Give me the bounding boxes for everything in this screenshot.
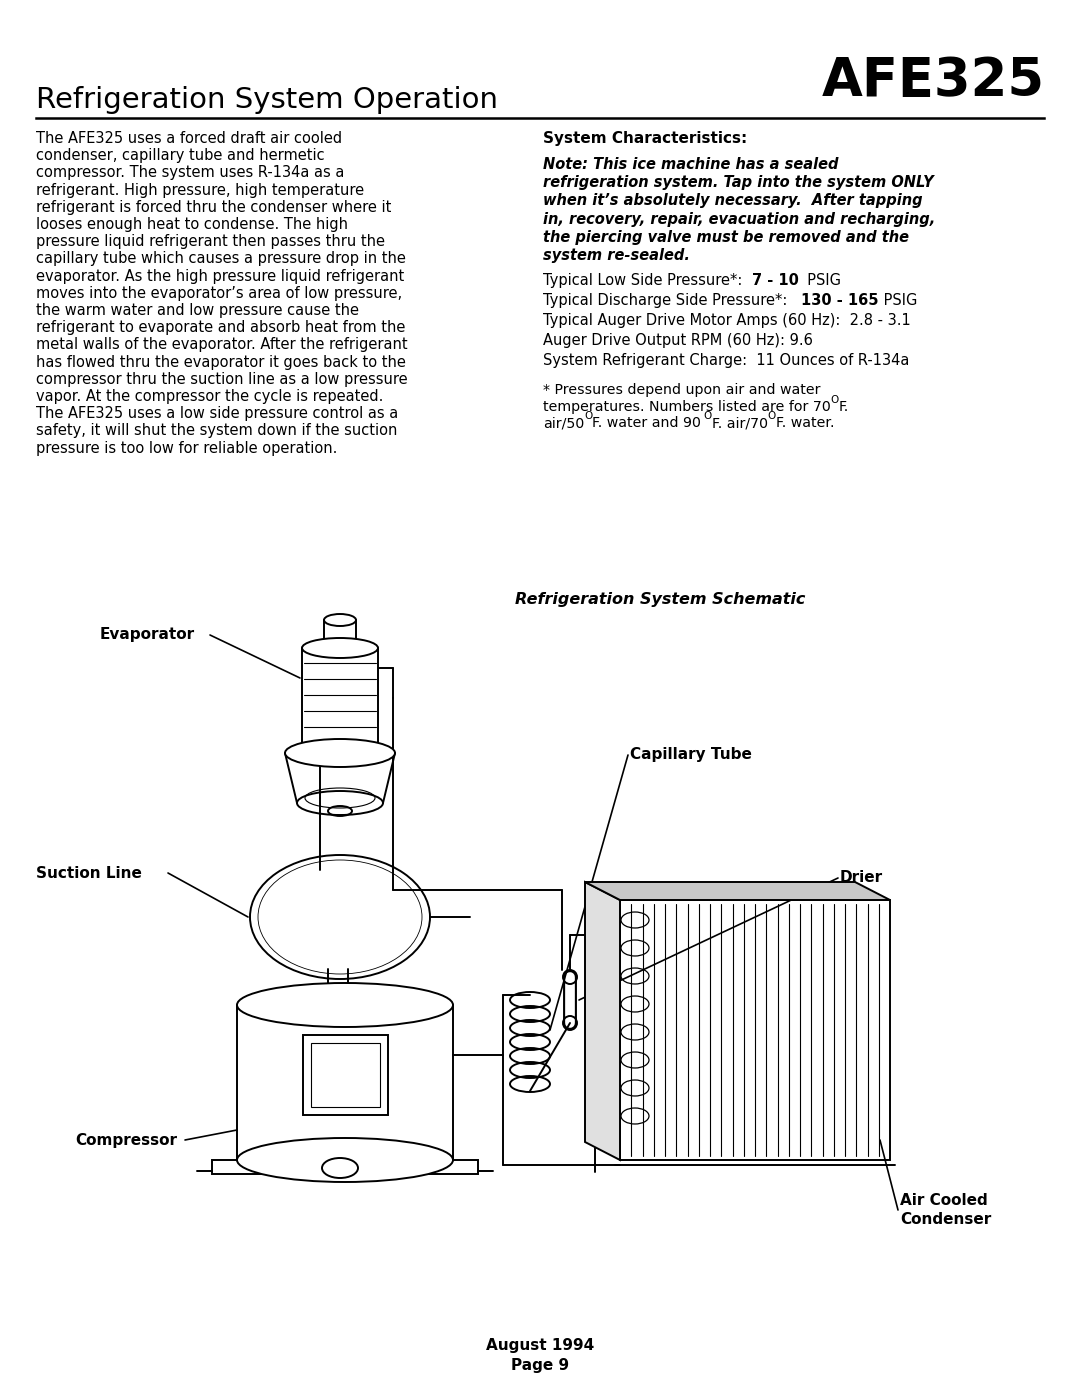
Text: compressor thru the suction line as a low pressure: compressor thru the suction line as a lo… xyxy=(36,372,407,387)
Text: capillary tube which causes a pressure drop in the: capillary tube which causes a pressure d… xyxy=(36,251,406,267)
Text: air/50: air/50 xyxy=(543,416,584,430)
Polygon shape xyxy=(585,882,890,900)
Text: Air Cooled
Condenser: Air Cooled Condenser xyxy=(900,1193,991,1228)
Bar xyxy=(311,1044,380,1106)
Text: refrigeration system. Tap into the system ONLY: refrigeration system. Tap into the syste… xyxy=(543,175,934,190)
Ellipse shape xyxy=(302,743,378,763)
Text: August 1994: August 1994 xyxy=(486,1338,594,1354)
Text: pressure is too low for reliable operation.: pressure is too low for reliable operati… xyxy=(36,440,337,455)
Text: System Characteristics:: System Characteristics: xyxy=(543,131,747,147)
Text: Evaporator: Evaporator xyxy=(100,627,195,643)
Polygon shape xyxy=(585,882,620,1160)
Text: The AFE325 uses a low side pressure control as a: The AFE325 uses a low side pressure cont… xyxy=(36,407,399,422)
Text: moves into the evaporator’s area of low pressure,: moves into the evaporator’s area of low … xyxy=(36,286,402,300)
Text: F. water and 90: F. water and 90 xyxy=(592,416,701,430)
Text: O: O xyxy=(768,411,777,422)
Text: condenser, capillary tube and hermetic: condenser, capillary tube and hermetic xyxy=(36,148,325,163)
Text: O: O xyxy=(584,411,593,422)
Text: refrigerant to evaporate and absorb heat from the: refrigerant to evaporate and absorb heat… xyxy=(36,320,405,335)
Text: Suction Line: Suction Line xyxy=(36,866,141,880)
Text: safety, it will shut the system down if the suction: safety, it will shut the system down if … xyxy=(36,423,397,439)
Ellipse shape xyxy=(302,638,378,658)
Text: F. water.: F. water. xyxy=(775,416,835,430)
Text: Compressor: Compressor xyxy=(75,1133,177,1147)
Text: temperatures. Numbers listed are for 70: temperatures. Numbers listed are for 70 xyxy=(543,400,831,414)
Text: in, recovery, repair, evacuation and recharging,: in, recovery, repair, evacuation and rec… xyxy=(543,211,935,226)
Text: temperatures. Numbers listed are for 70: temperatures. Numbers listed are for 70 xyxy=(543,400,831,414)
Text: air/50: air/50 xyxy=(543,416,584,430)
Ellipse shape xyxy=(285,739,395,767)
Ellipse shape xyxy=(322,1158,357,1178)
Text: The AFE325 uses a forced draft air cooled: The AFE325 uses a forced draft air coole… xyxy=(36,131,342,147)
Text: Page 9: Page 9 xyxy=(511,1358,569,1373)
Text: PSIG: PSIG xyxy=(879,293,917,309)
Text: O: O xyxy=(831,395,839,405)
Text: refrigerant is forced thru the condenser where it: refrigerant is forced thru the condenser… xyxy=(36,200,391,215)
Text: vapor. At the compressor the cycle is repeated.: vapor. At the compressor the cycle is re… xyxy=(36,388,383,404)
Text: Typical Auger Drive Motor Amps (60 Hz):  2.8 - 3.1: Typical Auger Drive Motor Amps (60 Hz): … xyxy=(543,313,910,328)
Text: compressor. The system uses R-134a as a: compressor. The system uses R-134a as a xyxy=(36,165,345,180)
Text: has flowed thru the evaporator it goes back to the: has flowed thru the evaporator it goes b… xyxy=(36,355,406,370)
Text: refrigerant. High pressure, high temperature: refrigerant. High pressure, high tempera… xyxy=(36,183,364,197)
Text: metal walls of the evaporator. After the refrigerant: metal walls of the evaporator. After the… xyxy=(36,338,407,352)
Ellipse shape xyxy=(297,791,383,814)
Text: Capillary Tube: Capillary Tube xyxy=(630,747,752,763)
Text: Note: This ice machine has a sealed: Note: This ice machine has a sealed xyxy=(543,156,838,172)
Text: the piercing valve must be removed and the: the piercing valve must be removed and t… xyxy=(543,229,909,244)
Bar xyxy=(303,1035,388,1115)
Text: PSIG: PSIG xyxy=(798,274,841,288)
Text: 7 - 10: 7 - 10 xyxy=(752,274,798,288)
Text: looses enough heat to condense. The high: looses enough heat to condense. The high xyxy=(36,217,348,232)
Text: Refrigeration System Schematic: Refrigeration System Schematic xyxy=(515,592,806,608)
Text: F. air/70: F. air/70 xyxy=(712,416,768,430)
Text: Auger Drive Output RPM (60 Hz): 9.6: Auger Drive Output RPM (60 Hz): 9.6 xyxy=(543,334,813,348)
Text: when it’s absolutely necessary.  After tapping: when it’s absolutely necessary. After ta… xyxy=(543,193,922,208)
Text: pressure liquid refrigerant then passes thru the: pressure liquid refrigerant then passes … xyxy=(36,235,384,249)
Text: O: O xyxy=(703,411,712,422)
Text: System Refrigerant Charge:  11 Ounces of R-134a: System Refrigerant Charge: 11 Ounces of … xyxy=(543,353,909,369)
Text: Typical Low Side Pressure*:: Typical Low Side Pressure*: xyxy=(543,274,752,288)
Ellipse shape xyxy=(324,643,356,654)
Text: air/50xF. water and 90: air/50xF. water and 90 xyxy=(543,416,702,430)
Text: evaporator. As the high pressure liquid refrigerant: evaporator. As the high pressure liquid … xyxy=(36,268,404,284)
Text: Drier: Drier xyxy=(840,870,883,886)
Ellipse shape xyxy=(237,983,453,1027)
Text: Refrigeration System Operation: Refrigeration System Operation xyxy=(36,87,498,115)
Text: system re-sealed.: system re-sealed. xyxy=(543,249,690,263)
Text: air/50xF. water and 90xF. air/70: air/50xF. water and 90xF. air/70 xyxy=(543,416,766,430)
Text: the warm water and low pressure cause the: the warm water and low pressure cause th… xyxy=(36,303,359,319)
Text: F.: F. xyxy=(839,400,849,414)
Text: AFE325: AFE325 xyxy=(822,54,1045,108)
Text: 130 - 165: 130 - 165 xyxy=(801,293,879,309)
Bar xyxy=(212,1160,478,1173)
Ellipse shape xyxy=(237,1139,453,1182)
Text: Typical Discharge Side Pressure*:: Typical Discharge Side Pressure*: xyxy=(543,293,801,309)
Bar xyxy=(620,900,890,1160)
Text: * Pressures depend upon air and water: * Pressures depend upon air and water xyxy=(543,383,821,397)
